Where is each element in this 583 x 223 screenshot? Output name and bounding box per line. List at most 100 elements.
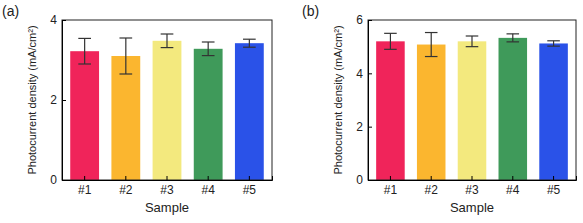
bar [539, 43, 568, 180]
x-axis-title: Sample [450, 200, 494, 215]
x-tick-mark [167, 176, 168, 180]
error-bar-line [466, 46, 479, 47]
error-bar-line [208, 42, 209, 56]
bar [417, 45, 446, 180]
y-tick: 4 [356, 67, 372, 81]
bar [499, 38, 528, 180]
x-tick-label: #2 [425, 183, 439, 197]
y-tick-mark [368, 20, 372, 21]
panel: 0 2 4 6 #1 #2 #3 #4 #5 Sample Photocurrent density… [302, 3, 577, 215]
x-tick: #2 [425, 176, 439, 197]
y-tick-mark [368, 73, 372, 74]
y-tick-label: 0 [356, 173, 363, 187]
x-tick-label: #5 [243, 183, 257, 197]
error-bar-line [507, 41, 520, 42]
bar [111, 56, 140, 180]
x-tick: #3 [465, 176, 479, 197]
y-tick-label: 6 [356, 13, 363, 27]
x-tick: #5 [547, 176, 561, 197]
error-bar-line [507, 33, 520, 34]
error-bar-line [390, 33, 391, 49]
x-tick: #1 [384, 176, 398, 197]
error-bar-line [161, 47, 174, 48]
error-bar [384, 33, 397, 49]
error-bar-line [125, 38, 126, 74]
y-tick: 2 [356, 120, 372, 134]
error-bar [119, 38, 132, 74]
y-tick-label: 2 [50, 93, 57, 107]
x-tick-label: #5 [547, 183, 561, 197]
error-bar-line [78, 63, 91, 64]
error-bar-line [202, 55, 215, 56]
x-tick: #2 [119, 176, 133, 197]
x-tick-mark [431, 176, 432, 180]
error-bar-line [119, 37, 132, 38]
y-tick: 6 [356, 13, 372, 27]
error-bar-line [425, 32, 438, 33]
bar [194, 49, 223, 180]
x-axis-line [369, 176, 577, 181]
y-tick-mark [62, 100, 66, 101]
x-axis: #1 #2 #3 #4 #5 [63, 176, 273, 197]
error-bar-line [384, 33, 397, 34]
error-bar [243, 39, 256, 47]
error-bar-line [553, 41, 554, 46]
panel: 0 2 4 #1 #2 #3 #4 #5 Sample Photocurrent density … [2, 3, 273, 215]
y-tick-label: 0 [50, 173, 57, 187]
panel-label: (a) [2, 3, 19, 19]
x-tick-mark [512, 176, 513, 180]
error-bar [466, 36, 479, 47]
error-bar-line [471, 36, 472, 47]
y-tick: 2 [50, 93, 66, 107]
plot-area [70, 34, 264, 180]
x-tick: #3 [160, 176, 174, 197]
y-tick-mark [368, 127, 372, 128]
y-axis: 0 2 4 6 [356, 13, 372, 187]
bar [235, 43, 264, 180]
x-axis-line [63, 176, 273, 181]
x-tick-mark [472, 176, 473, 180]
x-tick-mark [84, 176, 85, 180]
y-axis: 0 2 4 [50, 13, 66, 187]
error-bar-line [384, 49, 397, 50]
error-bar-line [166, 34, 167, 48]
bar [153, 41, 182, 180]
error-bar [425, 33, 438, 57]
x-tick-mark [249, 176, 250, 180]
error-bar-line [547, 46, 560, 47]
error-bar-line [202, 41, 215, 42]
x-tick-label: #3 [160, 183, 174, 197]
error-bar [547, 41, 560, 46]
figure: 0 2 4 #1 #2 #3 #4 #5 Sample Photocurrent density … [0, 0, 583, 223]
x-tick-mark [208, 176, 209, 180]
error-bar-line [466, 35, 479, 36]
x-tick-label: #3 [465, 183, 479, 197]
x-axis-title: Sample [145, 200, 189, 215]
plot-area [376, 33, 568, 180]
x-tick-label: #1 [384, 183, 398, 197]
error-bar-line [78, 38, 91, 39]
error-bar-line [249, 39, 250, 47]
x-tick: #4 [506, 176, 520, 197]
frame [368, 20, 576, 180]
x-tick-mark [553, 176, 554, 180]
y-axis-title: Photocurrent density (mA/cm²) [26, 25, 38, 174]
x-tick: #4 [201, 176, 215, 197]
y-tick-label: 4 [356, 67, 363, 81]
error-bar-line [425, 56, 438, 57]
bar [70, 51, 99, 180]
error-bar-line [243, 39, 256, 40]
error-bar-line [84, 38, 85, 64]
x-axis: #1 #2 #3 #4 #5 [369, 176, 577, 197]
error-bar [78, 38, 91, 64]
x-tick: #5 [243, 176, 257, 197]
error-bar-line [119, 73, 132, 74]
error-bar [202, 42, 215, 56]
x-tick-label: #1 [78, 183, 92, 197]
y-axis-title: Photocurrent density (mA/cm²) [332, 25, 344, 174]
error-bar-line [431, 33, 432, 57]
y-tick-label: 4 [50, 13, 57, 27]
x-tick: #1 [78, 176, 92, 197]
error-bar-line [243, 47, 256, 48]
panel-label: (b) [302, 3, 319, 19]
